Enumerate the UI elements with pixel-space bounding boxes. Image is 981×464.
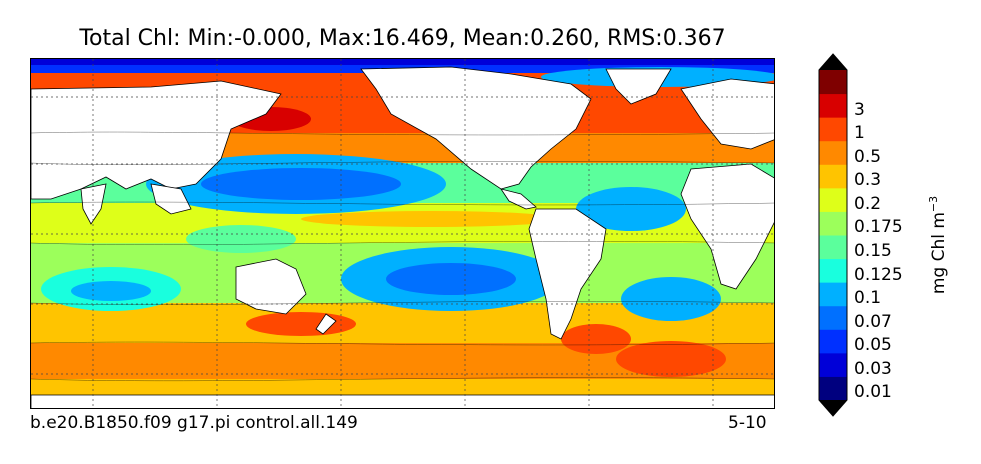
colorbar-segment [819, 70, 847, 95]
contour-lines [31, 131, 774, 382]
colorbar-segment [819, 235, 847, 260]
colorbar-segment [819, 164, 847, 189]
colorbar-tick-label: 0.175 [854, 217, 903, 238]
land-newzealand [315, 313, 337, 335]
colorbar-tick-label: 0.2 [854, 193, 882, 214]
land-north-america [360, 66, 592, 190]
land-seasia [150, 183, 192, 215]
chlorophyll-map [30, 58, 775, 409]
patch-tasman [246, 312, 356, 336]
land-asia-west [31, 80, 282, 200]
units-exponent: −3 [927, 195, 941, 213]
colorbar-tick-label: 0.15 [854, 241, 892, 261]
colorbar-segment [819, 329, 847, 354]
units-text: mg Chl m [928, 212, 949, 295]
run-id-label: b.e20.B1850.f09 g17.pi control.all.149 [30, 413, 358, 433]
land-antarctica [31, 394, 774, 408]
colorbar-tick-label: 3 [854, 99, 865, 120]
colorbar-tick-label: 0.5 [854, 146, 882, 167]
colorbar-segment [819, 211, 847, 236]
map-title: Total Chl: Min:-0.000, Max:16.469, Mean:… [79, 26, 726, 51]
colorbar-units-label: mg Chl m−3 [927, 196, 949, 294]
contour-6 [31, 341, 774, 346]
contour-4 [31, 241, 774, 245]
arctic-dark [31, 59, 774, 65]
colorbar-segment [819, 282, 847, 307]
colorbar-segment [819, 352, 847, 377]
gyre-south-atlantic [621, 277, 721, 321]
land-europe [680, 78, 774, 150]
colorbar-segment [819, 187, 847, 212]
colorbar-segment [819, 258, 847, 283]
colorbar-extend-max [819, 54, 847, 70]
colorbar-tick-label: 0.01 [854, 382, 892, 403]
colorbar-segment [819, 376, 847, 401]
colorbar-tick-label: 0.05 [854, 335, 892, 356]
colorbar-segment [819, 305, 847, 330]
contour-2 [31, 161, 774, 165]
equatorial-pacific [301, 211, 561, 227]
warm-pool [186, 225, 296, 253]
colorbar-tick-label: 0.1 [854, 288, 882, 309]
gyre-north-atlantic [576, 187, 686, 231]
gyre-north-pacific-core [201, 168, 401, 200]
gyre-south-pacific-core [386, 263, 516, 295]
colorbar-segment [819, 117, 847, 142]
contour-5 [31, 301, 774, 305]
colorbar-tick-label: 0.03 [854, 358, 892, 379]
colorbar-segment [819, 140, 847, 165]
contour-1 [31, 131, 774, 136]
colorbar-segment [819, 93, 847, 118]
contour-3 [31, 201, 774, 206]
colorbar-tick-label: 0.3 [854, 170, 882, 191]
land-greenland [605, 68, 672, 105]
map-svg [31, 59, 774, 408]
period-label: 5-10 [728, 413, 767, 433]
contour-7 [31, 377, 774, 382]
map-grid [31, 59, 774, 408]
patch-south-atlantic [616, 341, 726, 377]
colorbar-tick-label: 1 [854, 123, 865, 144]
land-central-america [500, 188, 537, 210]
land-africa [680, 163, 774, 290]
colorbar-tick-label: 0.125 [854, 264, 903, 285]
land-india [80, 183, 107, 225]
colorbar-frame [818, 53, 848, 417]
colorbar-extend-min [819, 400, 847, 416]
colorbar-tick-label: 0.07 [854, 311, 892, 332]
colorbar [818, 53, 848, 417]
gyre-indian-core [71, 281, 151, 301]
patch-patagonia [561, 324, 631, 354]
